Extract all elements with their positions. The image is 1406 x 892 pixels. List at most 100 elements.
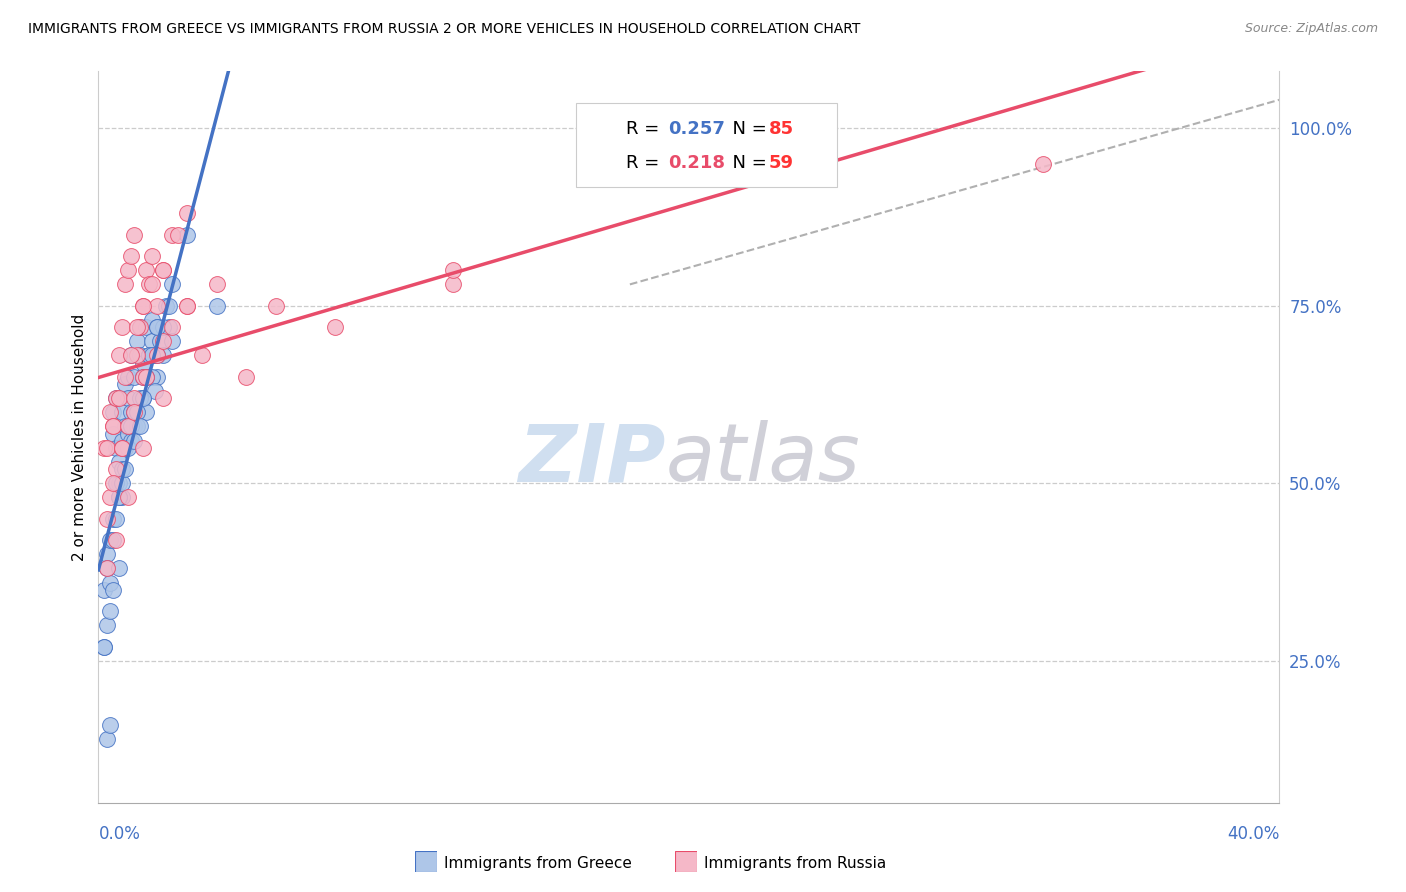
- Point: [117, 441, 139, 455]
- Point: [122, 419, 145, 434]
- Point: [138, 348, 160, 362]
- Point: [105, 533, 128, 547]
- Text: 0.218: 0.218: [668, 154, 725, 172]
- Text: R =: R =: [626, 154, 665, 172]
- Point: [111, 476, 134, 491]
- Point: [1032, 156, 1054, 170]
- Point: [122, 434, 145, 448]
- Point: [111, 405, 134, 419]
- Point: [105, 512, 128, 526]
- Point: [108, 476, 131, 491]
- Point: [146, 348, 169, 362]
- Point: [98, 717, 121, 731]
- Point: [152, 334, 174, 349]
- Point: [141, 313, 163, 327]
- Point: [135, 320, 157, 334]
- Point: [103, 512, 125, 526]
- Text: 40.0%: 40.0%: [1227, 825, 1279, 843]
- Point: [125, 405, 148, 419]
- Point: [120, 348, 142, 362]
- Point: [103, 582, 125, 597]
- Point: [122, 405, 145, 419]
- Point: [128, 348, 150, 362]
- Point: [176, 227, 198, 242]
- Point: [155, 299, 177, 313]
- Point: [93, 640, 115, 654]
- Point: [138, 277, 160, 292]
- Text: 85: 85: [769, 120, 794, 138]
- Point: [114, 419, 136, 434]
- Point: [132, 369, 155, 384]
- Point: [135, 369, 157, 384]
- Point: [323, 320, 346, 334]
- Point: [111, 434, 134, 448]
- Point: [105, 391, 128, 405]
- Point: [441, 277, 464, 292]
- Point: [132, 441, 155, 455]
- Point: [441, 263, 464, 277]
- Text: Source: ZipAtlas.com: Source: ZipAtlas.com: [1244, 22, 1378, 36]
- Text: 59: 59: [769, 154, 794, 172]
- Point: [105, 462, 128, 476]
- Text: Immigrants from Russia: Immigrants from Russia: [704, 856, 887, 871]
- Text: atlas: atlas: [665, 420, 860, 498]
- Point: [122, 227, 145, 242]
- Point: [117, 263, 139, 277]
- Point: [141, 348, 163, 362]
- Point: [98, 575, 121, 590]
- Point: [132, 355, 155, 369]
- Point: [105, 441, 128, 455]
- Point: [176, 206, 198, 220]
- Point: [125, 320, 148, 334]
- Point: [146, 320, 169, 334]
- Point: [128, 391, 150, 405]
- Point: [141, 277, 163, 292]
- Point: [114, 369, 136, 384]
- Point: [120, 434, 142, 448]
- Point: [96, 547, 118, 561]
- Point: [152, 263, 174, 277]
- Point: [93, 640, 115, 654]
- Point: [111, 462, 134, 476]
- Text: R =: R =: [626, 120, 665, 138]
- Point: [235, 369, 257, 384]
- Point: [176, 299, 198, 313]
- Point: [146, 320, 169, 334]
- Point: [103, 476, 125, 491]
- Point: [111, 441, 134, 455]
- Point: [103, 405, 125, 419]
- Point: [125, 348, 148, 362]
- Point: [143, 348, 166, 362]
- Point: [176, 299, 198, 313]
- Point: [146, 369, 169, 384]
- Y-axis label: 2 or more Vehicles in Household: 2 or more Vehicles in Household: [72, 313, 87, 561]
- Point: [117, 419, 139, 434]
- Point: [98, 491, 121, 505]
- Point: [143, 384, 166, 398]
- Point: [120, 405, 142, 419]
- Point: [157, 320, 180, 334]
- Point: [117, 426, 139, 441]
- Point: [167, 227, 190, 242]
- Point: [135, 369, 157, 384]
- Text: Immigrants from Greece: Immigrants from Greece: [444, 856, 633, 871]
- Point: [103, 419, 125, 434]
- Point: [141, 249, 163, 263]
- Point: [117, 391, 139, 405]
- Point: [132, 391, 155, 405]
- Point: [120, 348, 142, 362]
- Point: [96, 618, 118, 632]
- Point: [98, 533, 121, 547]
- Point: [105, 476, 128, 491]
- Point: [120, 419, 142, 434]
- Point: [125, 334, 148, 349]
- Point: [152, 263, 174, 277]
- Point: [146, 348, 169, 362]
- Point: [191, 348, 214, 362]
- Point: [111, 441, 134, 455]
- Point: [125, 405, 148, 419]
- Point: [135, 369, 157, 384]
- Point: [122, 391, 145, 405]
- Point: [114, 376, 136, 391]
- Point: [264, 299, 287, 313]
